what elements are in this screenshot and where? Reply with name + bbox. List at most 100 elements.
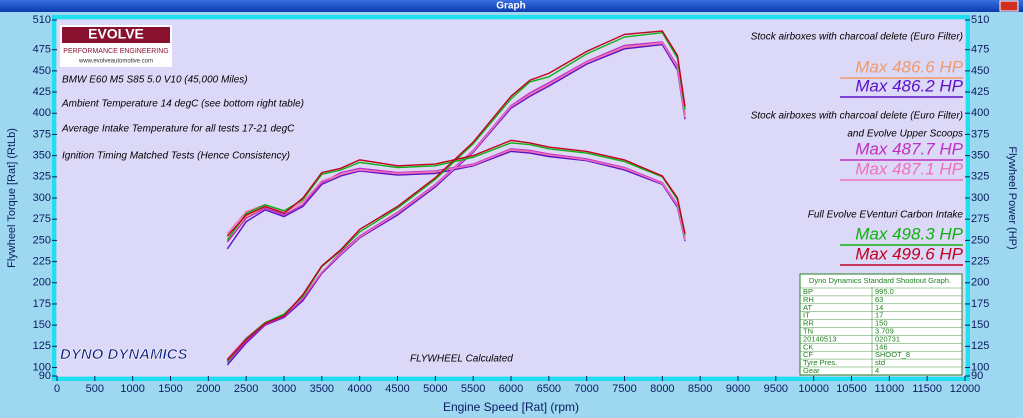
table-cell: 995.0 xyxy=(875,287,894,296)
logo-url: www.evolveautomotive.com xyxy=(78,59,153,65)
y-tick-label: 175 xyxy=(33,298,51,310)
y2-tick-label: 350 xyxy=(971,150,989,162)
table-cell: Tyre Pres. xyxy=(803,358,837,367)
y-tick-label: 300 xyxy=(33,192,51,204)
x-tick-label: 10000 xyxy=(798,383,829,395)
y-tick-label: 150 xyxy=(33,319,51,331)
y2-tick-label: 275 xyxy=(971,213,989,225)
table-cell: 020731 xyxy=(875,334,900,343)
close-button[interactable] xyxy=(999,0,1019,12)
window-title: Graph xyxy=(496,1,525,12)
x-tick-label: 2000 xyxy=(196,383,220,395)
table-cell: CK xyxy=(803,342,813,351)
legend-entry: Max 499.6 HP xyxy=(855,244,963,263)
x-tick-label: 9500 xyxy=(764,383,788,395)
x-tick-label: 7000 xyxy=(574,383,598,395)
y-tick-label: 125 xyxy=(33,340,51,352)
y-tick-label: 350 xyxy=(33,150,51,162)
x-tick-label: 2500 xyxy=(234,383,258,395)
table-bg xyxy=(799,273,963,376)
y-tick-label: 225 xyxy=(33,255,51,267)
logo-brand: EVOLVE xyxy=(88,26,144,42)
y2-axis-title: Flywheel Power (HP) xyxy=(1006,146,1018,249)
y-tick-label: 425 xyxy=(33,86,51,98)
annotation: FLYWHEEL Calculated xyxy=(410,354,513,365)
table-cell: SHOOT_8 xyxy=(875,350,910,359)
x-tick-label: 6500 xyxy=(537,383,561,395)
y2-tick-label: 125 xyxy=(971,340,989,352)
table-cell: RH xyxy=(803,295,814,304)
y-tick-label: 510 xyxy=(33,14,51,26)
y2-tick-label: 100 xyxy=(971,361,989,373)
x-tick-label: 11500 xyxy=(912,383,942,395)
x-tick-label: 4500 xyxy=(385,383,409,395)
table-cell: 150 xyxy=(875,319,888,328)
y2-tick-label: 325 xyxy=(971,171,989,183)
y2-tick-label: 375 xyxy=(971,128,989,140)
table-cell: CF xyxy=(803,350,813,359)
table-title: Dyno Dynamics Standard Shootout Graph. xyxy=(809,276,951,285)
y2-tick-label: 225 xyxy=(971,255,989,267)
x-tick-label: 500 xyxy=(86,383,104,395)
table-cell: Gear xyxy=(803,366,820,375)
torque-curve xyxy=(226,150,686,250)
table-cell: IT xyxy=(803,311,810,320)
legend-entry: Max 486.6 HP xyxy=(855,57,963,76)
y2-tick-label: 200 xyxy=(971,277,989,289)
x-tick-label: 1500 xyxy=(158,383,182,395)
legend-entry: Max 487.1 HP xyxy=(855,159,963,178)
torque-curve xyxy=(226,139,686,237)
table-cell: TN xyxy=(803,326,813,335)
annotation: Ignition Timing Matched Tests (Hence Con… xyxy=(62,151,290,162)
x-tick-label: 5500 xyxy=(461,383,485,395)
annotation: Average Intake Temperature for all tests… xyxy=(61,124,295,135)
y-tick-label: 90 xyxy=(39,370,51,382)
y-tick-label: 200 xyxy=(33,277,51,289)
x-tick-label: 3500 xyxy=(310,383,334,395)
legend-entry: Max 498.3 HP xyxy=(855,224,963,243)
table-cell: 14 xyxy=(875,303,883,312)
legend-entry: Max 486.2 HP xyxy=(855,76,963,95)
x-tick-label: 12000 xyxy=(950,383,981,395)
annotation: Ambient Temperature 14 degC (see bottom … xyxy=(61,99,304,110)
legend-note: Stock airboxes with charcoal delete (Eur… xyxy=(751,111,963,122)
x-tick-label: 7500 xyxy=(612,383,636,395)
x-tick-label: 9000 xyxy=(726,383,750,395)
y-tick-label: 325 xyxy=(33,171,51,183)
legend-note: and Evolve Upper Scoops xyxy=(847,129,963,140)
y2-tick-label: 150 xyxy=(971,319,989,331)
y-tick-label: 375 xyxy=(33,128,51,140)
y-tick-label: 250 xyxy=(33,234,51,246)
title-bar xyxy=(0,0,1023,12)
y2-tick-label: 250 xyxy=(971,234,989,246)
legend-note: Stock airboxes with charcoal delete (Eur… xyxy=(751,32,963,43)
x-tick-label: 1000 xyxy=(120,383,144,395)
power-curve xyxy=(226,31,686,363)
x-tick-label: 5000 xyxy=(423,383,447,395)
power-curve xyxy=(226,30,686,361)
x-tick-label: 8000 xyxy=(650,383,674,395)
y-tick-label: 400 xyxy=(33,107,51,119)
x-tick-label: 6000 xyxy=(499,383,523,395)
power-curve xyxy=(226,43,686,366)
table-cell: 17 xyxy=(875,311,883,320)
logo-band xyxy=(62,27,170,43)
table-cell: BP xyxy=(803,287,813,296)
table-cell: 63 xyxy=(875,295,883,304)
y2-tick-label: 450 xyxy=(971,65,989,77)
y-tick-label: 100 xyxy=(33,361,51,373)
x-axis-title: Engine Speed [Rat] (rpm) xyxy=(443,400,579,414)
x-tick-label: 0 xyxy=(54,383,60,395)
x-tick-label: 11000 xyxy=(874,383,904,395)
x-tick-label: 10500 xyxy=(836,383,867,395)
x-tick-label: 8500 xyxy=(688,383,712,395)
torque-curve xyxy=(226,142,686,241)
dyno-logo: DYNO DYNAMICS xyxy=(60,346,188,363)
y-tick-label: 450 xyxy=(33,65,51,77)
logo-tagline: PERFORMANCE ENGINEERING xyxy=(63,48,168,55)
y-axis-title: Flywheel Torque [Rat] (RtLb) xyxy=(6,128,18,268)
table-cell: RR xyxy=(803,319,814,328)
table-cell: 146 xyxy=(875,342,888,351)
annotation: BMW E60 M5 S85 5.0 V10 (45,000 Miles) xyxy=(62,75,248,86)
